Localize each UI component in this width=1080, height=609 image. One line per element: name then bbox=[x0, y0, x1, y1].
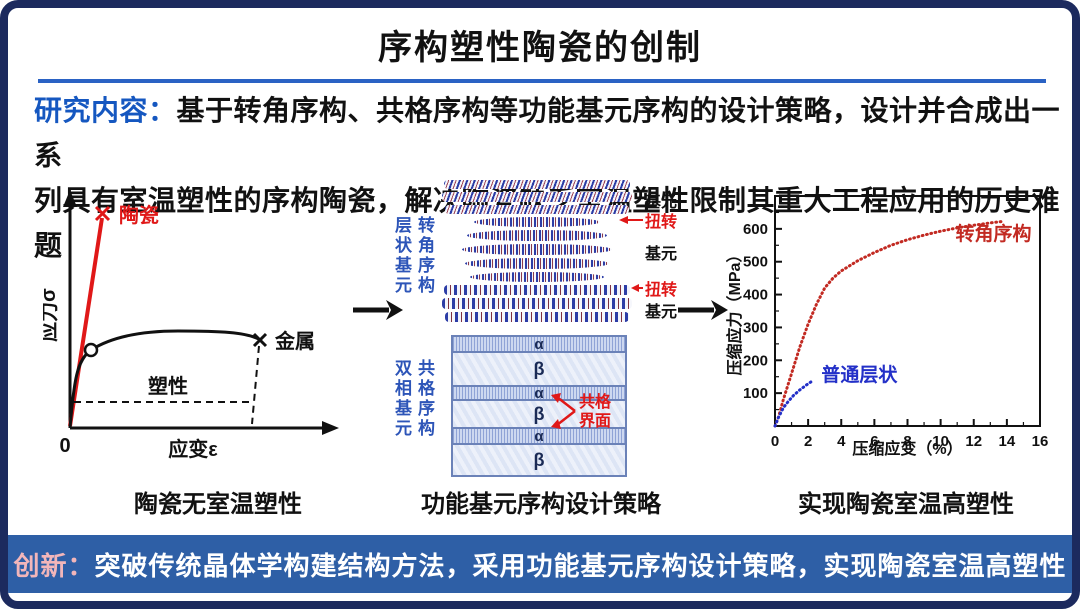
caption-left: 陶瓷无室温塑性 bbox=[134, 491, 302, 518]
svg-text:400: 400 bbox=[743, 287, 768, 304]
svg-text:300: 300 bbox=[743, 319, 768, 336]
twist-label-1: 扭转 bbox=[619, 208, 677, 232]
strain-dashed-line bbox=[251, 345, 260, 425]
innovation-label: 创新： bbox=[13, 550, 95, 581]
svg-text:6: 6 bbox=[870, 433, 878, 450]
atomic-layer bbox=[474, 217, 600, 227]
svg-text:0: 0 bbox=[771, 433, 779, 450]
metal-curve bbox=[68, 329, 261, 429]
atomic-layer bbox=[462, 244, 612, 255]
origin-label: 0 bbox=[59, 435, 70, 457]
interface-pointer-icon bbox=[551, 393, 576, 429]
innovation-text: 突破传统晶体学构建结构方法，采用功能基元序构设计策略，实现陶瓷室温高塑性 bbox=[94, 550, 1067, 581]
phase-layer-beta: β bbox=[453, 401, 625, 429]
metal-label: 金属 bbox=[274, 329, 315, 353]
coherent-side-labels: 双相基元 共格序构 bbox=[391, 359, 434, 439]
caption-right: 实现陶瓷室温高塑性 bbox=[798, 491, 1014, 518]
research-text-1: 基于转角序构、共格序构等功能基元序构的设计策略，设计并合成出一系 bbox=[34, 95, 1061, 171]
svg-text:8: 8 bbox=[903, 433, 911, 450]
atomic-layer bbox=[444, 285, 630, 295]
svg-text:600: 600 bbox=[743, 221, 768, 238]
phase-layer-alpha: α bbox=[453, 385, 625, 402]
twist-arrow-icon bbox=[619, 216, 643, 224]
atomic-layer bbox=[445, 205, 629, 214]
svg-text:12: 12 bbox=[965, 433, 982, 450]
svg-text:10: 10 bbox=[932, 433, 949, 450]
svg-text:500: 500 bbox=[743, 254, 768, 271]
plasticity-label: 塑性 bbox=[148, 374, 188, 398]
layered-unit-label: 层状基元 bbox=[392, 216, 411, 296]
metal-fracture-x-icon bbox=[252, 332, 268, 348]
twist-side-labels: 层状基元 转角序构 bbox=[391, 216, 434, 296]
twist-structure-panel: 层状基元 转角序构 基元 扭转 基元 扭转 基元 bbox=[391, 180, 691, 330]
atomic-layer bbox=[445, 312, 629, 322]
phase-layer-box: α β α β α β bbox=[451, 335, 627, 477]
flow-arrow-right-icon bbox=[678, 300, 728, 320]
twist-arrow-icon bbox=[631, 284, 643, 292]
phase-layer-alpha: α bbox=[453, 428, 625, 445]
atomic-layer bbox=[470, 272, 604, 282]
y-axis-label: 应力σ bbox=[43, 288, 60, 342]
svg-text:14: 14 bbox=[999, 433, 1016, 450]
coherent-interface-label: 共格界面 bbox=[579, 394, 612, 430]
svg-text:转角序构: 转角序构 bbox=[956, 222, 1032, 245]
dual-phase-unit-label: 双相基元 bbox=[392, 359, 411, 439]
svg-text:200: 200 bbox=[743, 352, 768, 369]
svg-text:压缩应变（%）: 压缩应变（%） bbox=[852, 439, 962, 458]
flow-arrow-left-icon bbox=[353, 300, 403, 320]
unit-label-3: 基元 bbox=[645, 304, 678, 321]
atomic-layer bbox=[467, 230, 607, 241]
twist-label-2: 扭转 bbox=[631, 276, 677, 300]
y-axis-arrowhead-icon bbox=[63, 190, 77, 207]
x-axis-arrowhead-icon bbox=[322, 421, 339, 435]
coherent-order-label: 共格序构 bbox=[415, 359, 434, 439]
phase-layer-beta: β bbox=[453, 445, 625, 475]
caption-middle: 功能基元序构设计策略 bbox=[421, 491, 661, 518]
stress-strain-schematic: 陶瓷 金属 塑性 0 应变ε 应力σ bbox=[43, 190, 339, 461]
innovation-banner: 创新： 突破传统晶体学构建结构方法，采用功能基元序构设计策略，实现陶瓷室温高塑性 bbox=[8, 535, 1072, 593]
research-summary: 研究内容：基于转角序构、共格序构等功能基元序构的设计策略，设计并合成出一系 列具… bbox=[34, 88, 1064, 268]
twist-annotations: 基元 扭转 基元 扭转 基元 bbox=[619, 180, 694, 330]
unit-label-2: 基元 bbox=[645, 246, 678, 263]
research-summary-line1: 研究内容：基于转角序构、共格序构等功能基元序构的设计策略，设计并合成出一系 bbox=[34, 88, 1064, 178]
slide-title: 序构塑性陶瓷的创制 bbox=[378, 29, 702, 67]
research-label: 研究内容： bbox=[34, 95, 177, 126]
svg-text:4: 4 bbox=[837, 433, 846, 450]
atomic-layer-stack bbox=[441, 180, 633, 322]
title-divider bbox=[38, 79, 1046, 83]
x-axis-label: 应变ε bbox=[168, 437, 218, 461]
ceramic-fracture-x-icon bbox=[94, 205, 111, 222]
atomic-layer bbox=[465, 258, 609, 269]
phase-layer-alpha: α bbox=[453, 336, 625, 353]
svg-text:2: 2 bbox=[804, 433, 812, 450]
svg-text:16: 16 bbox=[1032, 433, 1049, 450]
yield-point-marker bbox=[83, 342, 99, 358]
svg-text:普通层状: 普通层状 bbox=[821, 363, 898, 386]
phase-layer-beta: β bbox=[453, 353, 625, 387]
coherent-structure-panel: 双相基元 共格序构 α β α β α β 共格界面 bbox=[391, 333, 691, 479]
atomic-layer bbox=[444, 180, 630, 189]
svg-text:100: 100 bbox=[743, 385, 768, 402]
ceramic-label: 陶瓷 bbox=[119, 203, 159, 227]
atomic-layer bbox=[442, 192, 632, 202]
unit-label-1: 基元 bbox=[645, 194, 678, 211]
atomic-layer bbox=[442, 298, 632, 309]
svg-text:压缩应力（MPa）: 压缩应力（MPa） bbox=[726, 247, 744, 376]
twist-order-label: 转角序构 bbox=[415, 216, 434, 296]
